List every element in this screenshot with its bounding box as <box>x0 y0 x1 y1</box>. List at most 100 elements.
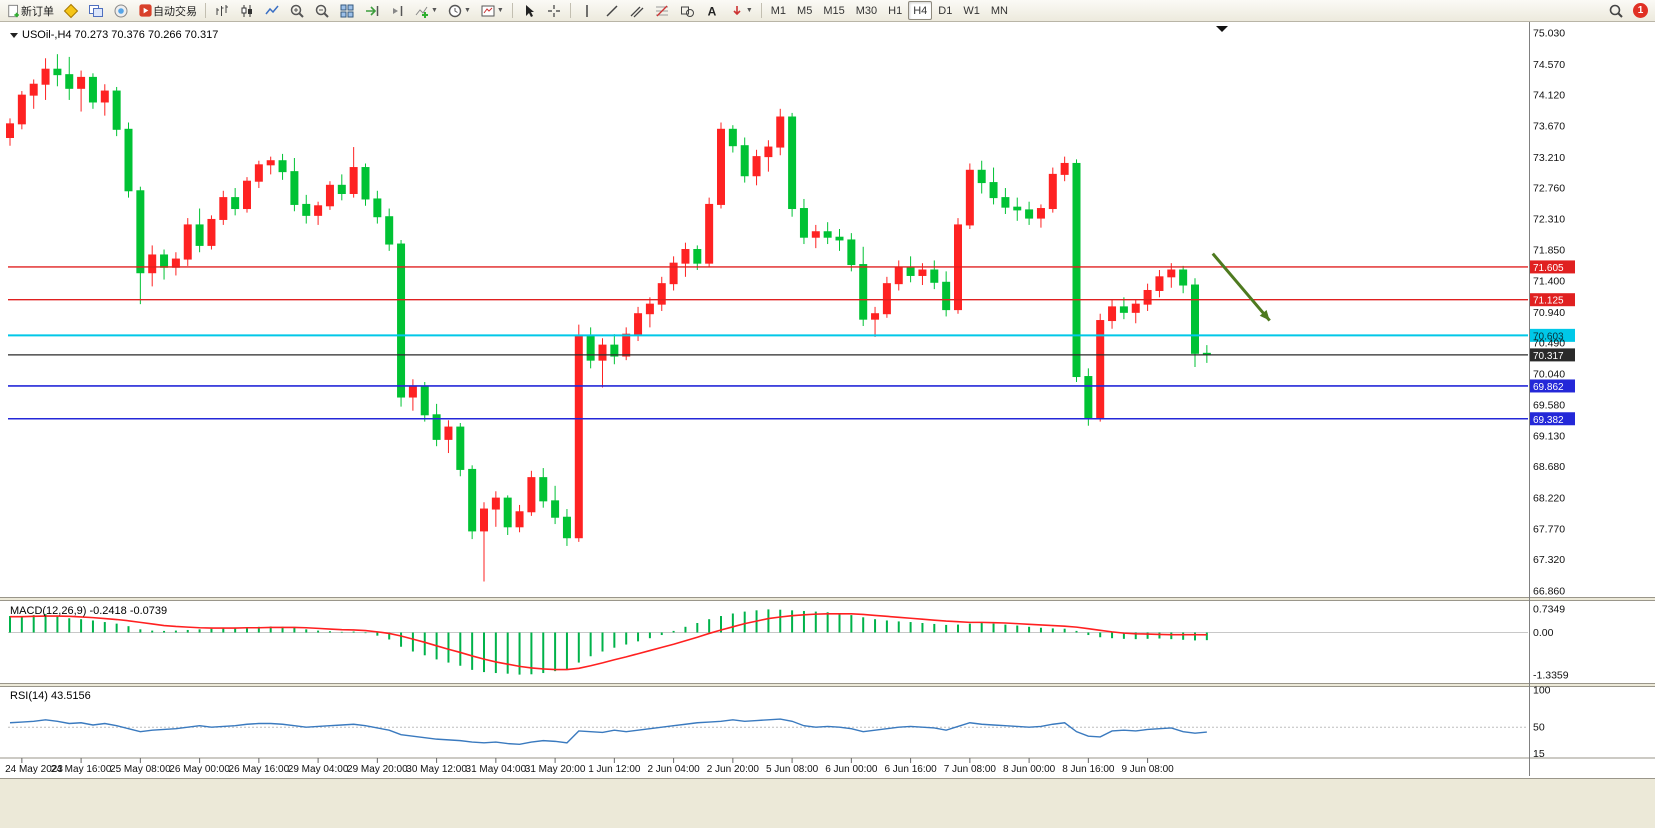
periods-button[interactable]: ▼ <box>443 1 475 20</box>
search-button[interactable] <box>1604 1 1628 20</box>
macd-histogram <box>9 609 1208 675</box>
candle-body <box>337 184 346 195</box>
timeframe-m30[interactable]: M30 <box>851 1 882 20</box>
candle-body <box>100 90 109 103</box>
trend-arrow[interactable] <box>1211 252 1271 322</box>
vertical-line-button[interactable] <box>575 1 599 20</box>
text-tool-button[interactable]: A <box>700 1 724 20</box>
timeframe-m15[interactable]: M15 <box>818 1 849 20</box>
timeframe-m1[interactable]: M1 <box>766 1 791 20</box>
crosshair-icon <box>547 4 560 17</box>
candle-body <box>776 116 785 148</box>
price-tag-label: 71.605 <box>1533 263 1564 274</box>
candle-body <box>918 269 927 276</box>
timeframe-h1[interactable]: H1 <box>883 1 907 20</box>
chevron-down-icon: ▼ <box>431 7 438 14</box>
candle-body <box>906 266 915 276</box>
candle-body <box>740 145 749 177</box>
cursor-button[interactable] <box>517 1 541 20</box>
time-axis-label: 5 Jun 08:00 <box>766 764 819 775</box>
new-order-icon <box>8 4 19 17</box>
candle-body <box>634 313 643 335</box>
price-tag <box>1529 412 1575 426</box>
clock-icon <box>448 4 462 17</box>
candle-body <box>195 224 204 246</box>
macd-signal-line <box>10 613 1207 671</box>
price-axis-label: 71.850 <box>1533 245 1565 257</box>
auto-scroll-button[interactable] <box>360 1 384 20</box>
candle-body <box>539 477 548 502</box>
add-indicator-button[interactable]: ▼ <box>410 1 442 20</box>
candle-body <box>349 167 358 195</box>
shapes-button[interactable] <box>675 1 699 20</box>
fibonacci-button[interactable] <box>650 1 674 20</box>
candle-body <box>1191 284 1199 354</box>
symbol-expand-icon[interactable] <box>10 33 18 38</box>
rsi-axis-label: 100 <box>1533 685 1551 697</box>
price-axis-label: 71.400 <box>1533 275 1565 287</box>
toolbar: 新订单 自动交易 ▼ ▼ ▼ <box>0 0 1655 22</box>
scroll-marker-icon[interactable] <box>1216 26 1228 32</box>
data-window-icon <box>89 4 103 17</box>
autotrading-button[interactable]: 自动交易 <box>134 1 201 20</box>
trendline-button[interactable] <box>600 1 624 20</box>
candle-body <box>657 283 666 305</box>
arrow-down-icon <box>733 5 741 15</box>
data-window-button[interactable] <box>84 1 108 20</box>
timeframe-m5[interactable]: M5 <box>792 1 817 20</box>
new-order-button[interactable]: 新订单 <box>3 1 58 20</box>
price-axis-label: 72.310 <box>1533 213 1565 225</box>
templates-button[interactable]: ▼ <box>476 1 508 20</box>
zoom-in-button[interactable] <box>285 1 309 20</box>
candle-body <box>183 224 192 260</box>
panel-splitter[interactable] <box>0 683 1655 687</box>
candle-body <box>65 74 74 89</box>
candle-body <box>574 335 583 539</box>
candle-body <box>373 198 382 218</box>
chart-shift-button[interactable] <box>385 1 409 20</box>
candle-body <box>17 94 26 125</box>
notification-badge[interactable]: 1 <box>1633 3 1648 18</box>
zoom-out-icon <box>315 4 329 18</box>
timeframe-mn[interactable]: MN <box>986 1 1013 20</box>
candle-body <box>930 269 939 283</box>
chart-shift-icon <box>393 5 403 16</box>
candle-body <box>835 236 844 241</box>
time-axis-label: 7 Jun 08:00 <box>944 764 997 775</box>
candlestick-chart-button[interactable] <box>235 1 259 20</box>
price-tag <box>1529 293 1575 307</box>
shapes-icon <box>680 6 694 17</box>
navigator-button[interactable] <box>109 1 133 20</box>
channel-button[interactable] <box>625 1 649 20</box>
price-tag-label: 69.862 <box>1533 382 1564 393</box>
timeframe-h4[interactable]: H4 <box>908 1 933 20</box>
bar-chart-button[interactable] <box>210 1 234 20</box>
candle-body <box>1143 289 1152 305</box>
price-chart[interactable]: 71.605 71.125 70.603 70.317 69.862 69.382 75.0… <box>0 22 1655 828</box>
zoom-in-icon <box>290 4 304 18</box>
price-axis-label: 72.760 <box>1533 183 1565 195</box>
panel-splitter[interactable] <box>0 597 1655 601</box>
chart-window: 71.605 71.125 70.603 70.317 69.862 69.382 75.0… <box>0 22 1655 828</box>
candle-body <box>1131 303 1140 313</box>
tile-windows-button[interactable] <box>335 1 359 20</box>
arrows-tool-button[interactable]: ▼ <box>725 1 757 20</box>
candle-body <box>1108 306 1117 322</box>
search-icon <box>1609 4 1623 18</box>
rsi-label: RSI(14) 43.5156 <box>10 690 91 702</box>
zoom-out-button[interactable] <box>310 1 334 20</box>
line-chart-button[interactable] <box>260 1 284 20</box>
crosshair-button[interactable] <box>542 1 566 20</box>
macd-axis-label: 0.7349 <box>1533 604 1565 616</box>
candle-body <box>871 313 880 320</box>
candle-body <box>811 231 820 238</box>
candle-body <box>764 146 773 158</box>
candle-body <box>1025 209 1034 219</box>
timeframe-d1[interactable]: D1 <box>933 1 957 20</box>
candle-body <box>728 128 737 147</box>
market-watch-button[interactable] <box>59 1 83 20</box>
timeframe-w1[interactable]: W1 <box>958 1 985 20</box>
chevron-down-icon: ▼ <box>745 7 753 14</box>
candle-body <box>385 216 394 245</box>
candle-body <box>610 344 619 357</box>
